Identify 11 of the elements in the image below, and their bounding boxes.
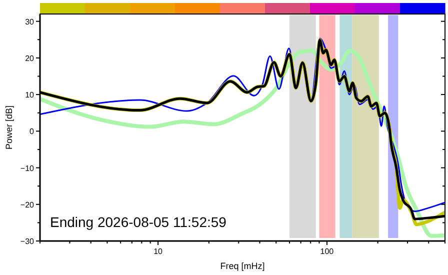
x-axis-title: Freq [mHz] [220, 261, 265, 271]
y-tick-label: −30 [20, 237, 35, 246]
annotation: Ending 2026-08-05 11:52:59 [50, 214, 227, 230]
y-tick-label: 20 [25, 54, 35, 63]
y-tick-label: 30 [25, 17, 35, 26]
y-axis-title: Power [dB] [4, 105, 14, 150]
y-tick-label: −10 [20, 164, 35, 173]
x-tick-label: 100 [320, 247, 334, 256]
y-tick-label: 10 [25, 90, 35, 100]
y-tick-label: 0 [30, 127, 35, 136]
y-tick-label: −20 [20, 200, 35, 210]
